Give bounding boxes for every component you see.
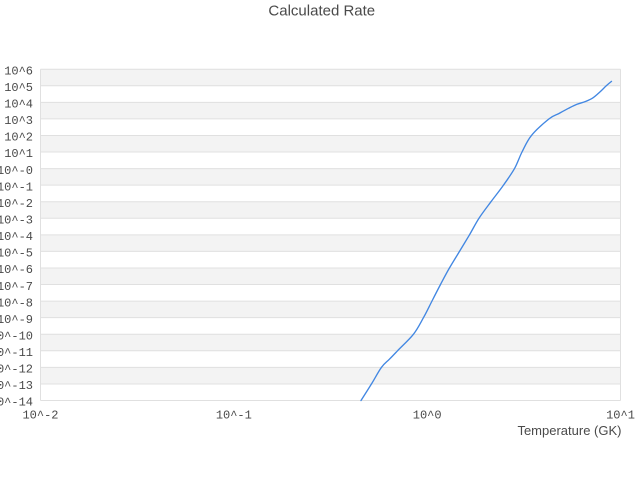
- svg-text:10^-0: 10^-0: [0, 164, 33, 178]
- svg-text:10^2: 10^2: [4, 131, 33, 145]
- svg-text:10^-1: 10^-1: [216, 409, 252, 423]
- svg-text:10^-14: 10^-14: [0, 396, 33, 410]
- svg-text:10^-11: 10^-11: [0, 346, 33, 360]
- svg-text:10^1: 10^1: [606, 409, 635, 423]
- svg-text:10^-7: 10^-7: [0, 280, 33, 294]
- svg-text:Temperature (GK): Temperature (GK): [517, 423, 621, 438]
- svg-text:10^-2: 10^-2: [22, 409, 58, 423]
- svg-text:10^-2: 10^-2: [0, 197, 33, 211]
- svg-text:10^-5: 10^-5: [0, 247, 33, 261]
- svg-text:10^-6: 10^-6: [0, 263, 33, 277]
- svg-text:10^6: 10^6: [4, 64, 33, 78]
- svg-text:10^-12: 10^-12: [0, 363, 33, 377]
- svg-text:10^3: 10^3: [4, 114, 33, 128]
- svg-text:10^-4: 10^-4: [0, 230, 33, 244]
- svg-text:10^-9: 10^-9: [0, 313, 33, 327]
- svg-text:10^-13: 10^-13: [0, 379, 33, 393]
- svg-text:10^5: 10^5: [4, 81, 33, 95]
- svg-text:10^1: 10^1: [4, 147, 33, 161]
- svg-text:10^-10: 10^-10: [0, 329, 33, 343]
- svg-text:10^-8: 10^-8: [0, 296, 33, 310]
- svg-text:10^0: 10^0: [413, 409, 442, 423]
- svg-text:10^-1: 10^-1: [0, 180, 33, 194]
- svg-text:Calculated Rate: Calculated Rate: [268, 3, 375, 20]
- svg-text:10^-3: 10^-3: [0, 213, 33, 227]
- svg-text:10^4: 10^4: [4, 98, 33, 112]
